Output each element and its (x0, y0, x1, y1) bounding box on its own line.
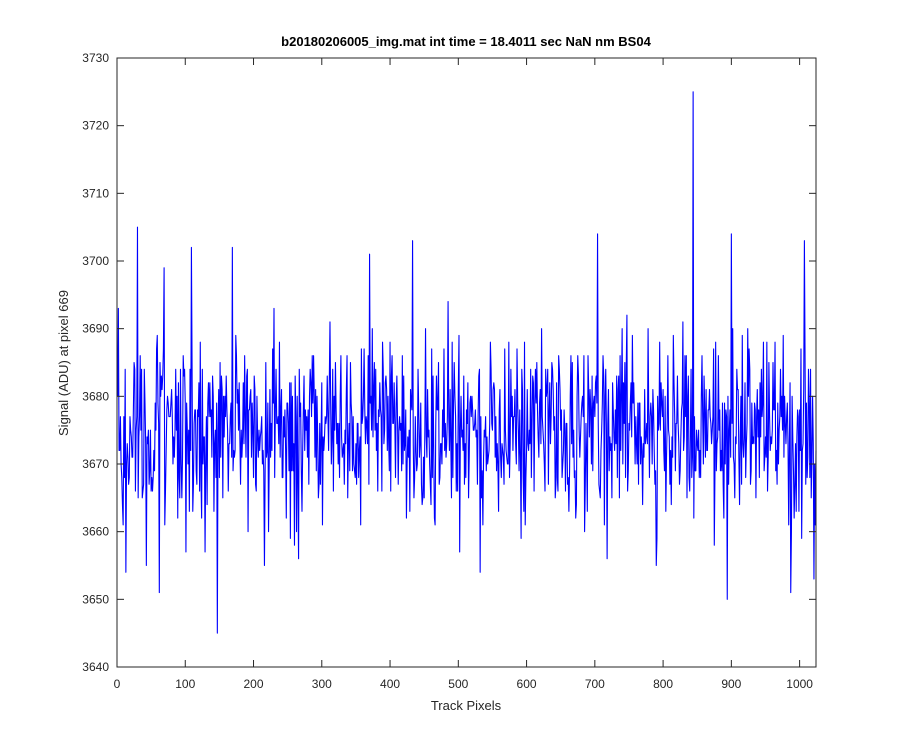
x-tick-label: 400 (380, 677, 400, 691)
x-tick-label: 700 (585, 677, 605, 691)
y-tick-label: 3640 (82, 660, 109, 674)
x-tick-label: 100 (175, 677, 195, 691)
chart-title: b20180206005_img.mat int time = 18.4011 … (281, 34, 651, 49)
axes-box (116, 57, 817, 668)
y-tick-label: 3680 (82, 389, 109, 403)
x-tick-label: 1000 (786, 677, 813, 691)
plot-area (117, 58, 816, 667)
y-tick-label: 3700 (82, 254, 109, 268)
y-tick-label: 3710 (82, 186, 109, 200)
y-tick-label: 3730 (82, 51, 109, 65)
signal-line (117, 91, 817, 634)
plot-background (117, 58, 816, 667)
y-tick-label: 3660 (82, 525, 109, 539)
y-tick-label: 3670 (82, 457, 109, 471)
y-tick-label: 3720 (82, 119, 109, 133)
y-tick-label: 3650 (82, 592, 109, 606)
series-layer (117, 91, 817, 634)
y-tick-label: 3690 (82, 322, 109, 336)
x-tick-label: 0 (114, 677, 121, 691)
x-tick-label: 900 (721, 677, 741, 691)
axes-layer: 0 100 200 300 400 500 600 700 800 900 1000 3640 3650… (82, 51, 817, 691)
x-tick-label: 800 (653, 677, 673, 691)
y-axis-title: Signal (ADU) at pixel 669 (56, 290, 71, 436)
x-axis-title: Track Pixels (431, 698, 502, 713)
x-tick-label: 500 (448, 677, 468, 691)
x-tick-label: 200 (244, 677, 264, 691)
x-tick-label: 300 (312, 677, 332, 691)
x-tick-label: 600 (517, 677, 537, 691)
